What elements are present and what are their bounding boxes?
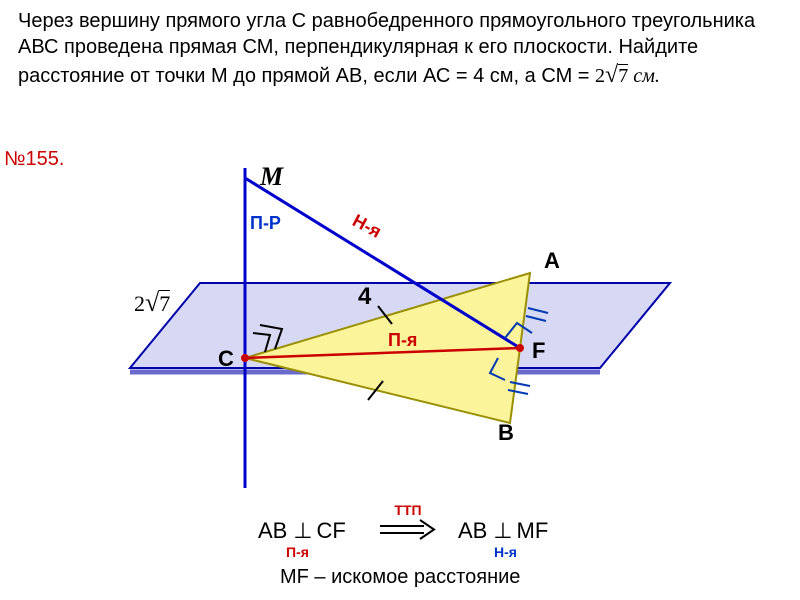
label-2sqrt7: 2√7: [134, 288, 170, 318]
point-c: [241, 354, 249, 362]
ab-mf-text: AB⊥MF: [458, 518, 548, 543]
nya-small: Н-я: [494, 544, 517, 560]
label-m: M: [260, 162, 283, 192]
problem-number: №155.: [4, 148, 64, 171]
label-a: A: [544, 248, 560, 274]
answer-text: MF – искомое расстояние: [280, 566, 520, 589]
sqrt-expr: 2√7 см.: [595, 65, 660, 87]
ttp-label: ТТП: [378, 502, 438, 518]
label-b: B: [498, 420, 514, 446]
geometry-diagram: M A B С F 4 П-Р Н-я П-я 2√7: [110, 168, 690, 508]
label-pr: П-Р: [250, 213, 281, 234]
ttp-arrow: ТТП: [378, 502, 438, 547]
rel-ab-cf: AB⊥CF П-я: [258, 518, 346, 544]
label-pya: П-я: [388, 330, 417, 351]
label-c: С: [218, 346, 234, 372]
point-f: [516, 344, 524, 352]
label-four: 4: [358, 283, 371, 311]
ab-cf-text: AB⊥CF: [258, 518, 346, 543]
label-f: F: [532, 338, 545, 364]
problem-text: Через вершину прямого угла С равнобедрен…: [18, 8, 770, 91]
rel-ab-mf: AB⊥MF Н-я: [458, 518, 548, 544]
pya-small: П-я: [286, 544, 309, 560]
